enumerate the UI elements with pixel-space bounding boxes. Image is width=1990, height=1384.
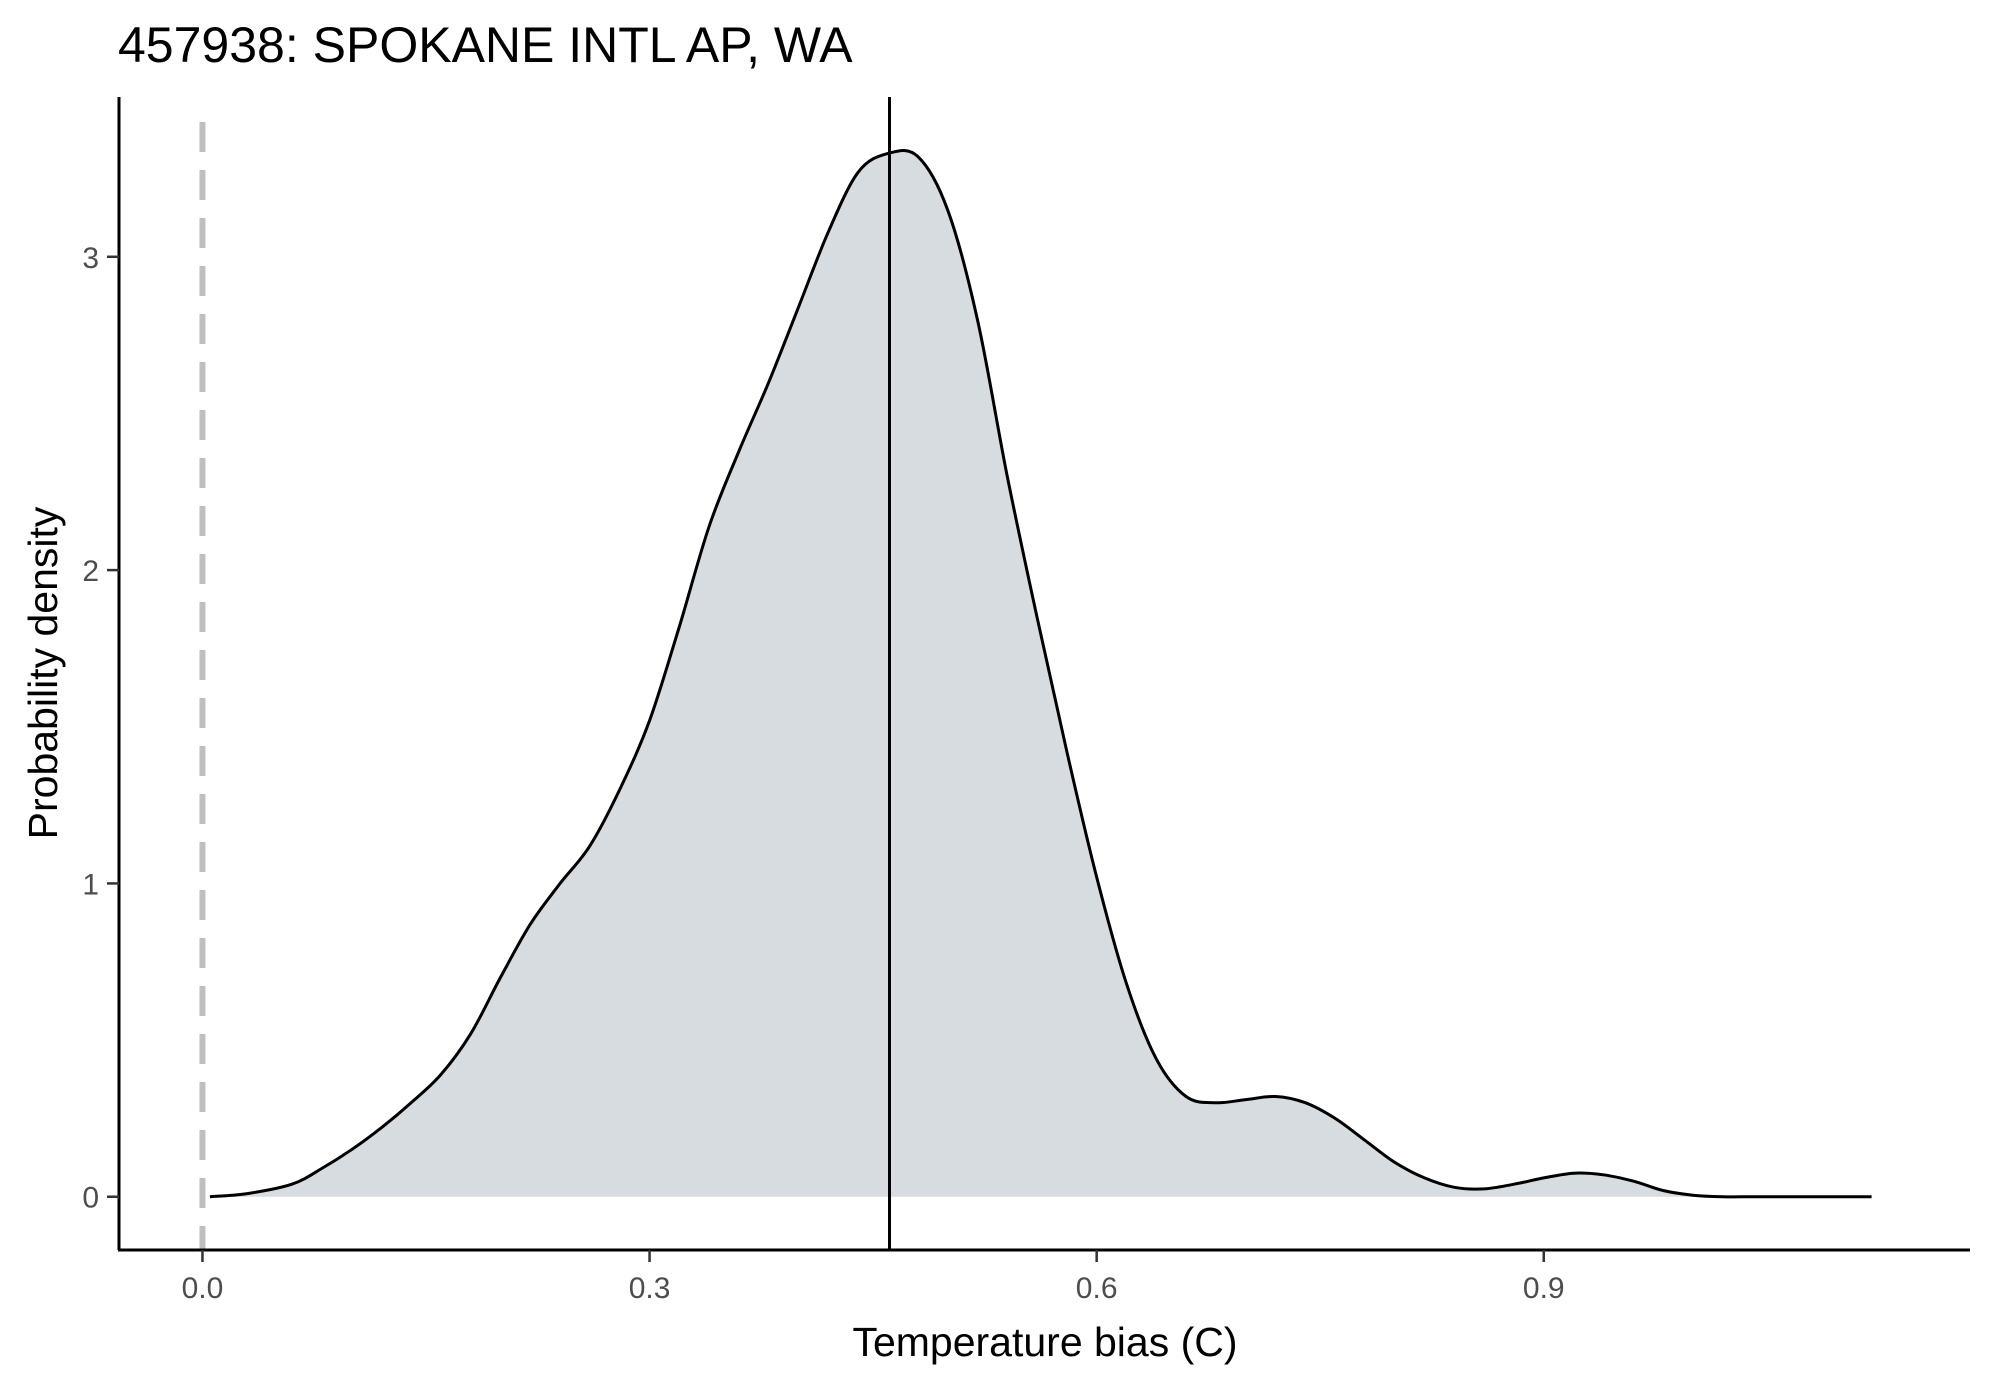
y-tick-label: 3 [82, 242, 99, 275]
x-tick-label: 0.0 [182, 1272, 224, 1305]
x-tick-label: 0.6 [1076, 1272, 1118, 1305]
y-tick-label: 1 [82, 868, 99, 901]
chart-title: 457938: SPOKANE INTL AP, WA [118, 17, 853, 73]
x-axis-label: Temperature bias (C) [852, 1319, 1237, 1365]
y-tick-label: 0 [82, 1182, 99, 1215]
y-axis-ticks: 0 1 2 3 [82, 242, 119, 1215]
x-tick-label: 0.9 [1523, 1272, 1565, 1305]
density-curve [209, 148, 1872, 1199]
x-tick-label: 0.3 [629, 1272, 671, 1305]
y-axis-label: Probability density [20, 506, 66, 839]
plot-area [199, 97, 1872, 1250]
x-axis-ticks: 0.0 0.3 0.6 0.9 [182, 1250, 1565, 1305]
density-fill [209, 150, 1872, 1197]
y-tick-label: 2 [82, 555, 99, 588]
